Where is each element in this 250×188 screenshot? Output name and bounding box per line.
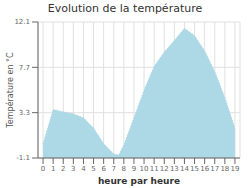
svg-text:2: 2 xyxy=(61,165,65,173)
svg-text:8: 8 xyxy=(122,165,126,173)
svg-text:14: 14 xyxy=(180,165,189,173)
svg-text:9: 9 xyxy=(132,165,136,173)
svg-text:Température en °C: Température en °C xyxy=(8,52,15,129)
svg-text:7.7: 7.7 xyxy=(19,64,30,72)
svg-text:10: 10 xyxy=(140,165,149,173)
svg-text:0: 0 xyxy=(41,165,45,173)
svg-text:13: 13 xyxy=(170,165,179,173)
svg-text:12: 12 xyxy=(160,165,169,173)
svg-text:16: 16 xyxy=(200,165,209,173)
svg-text:heure par heure: heure par heure xyxy=(98,176,180,186)
svg-text:-1.1: -1.1 xyxy=(16,154,30,162)
svg-text:17: 17 xyxy=(210,165,219,173)
svg-text:15: 15 xyxy=(190,165,199,173)
svg-text:18: 18 xyxy=(220,165,229,173)
svg-text:3: 3 xyxy=(71,165,75,173)
svg-text:1: 1 xyxy=(51,165,55,173)
svg-text:19: 19 xyxy=(230,165,239,173)
svg-text:4: 4 xyxy=(81,165,86,173)
svg-text:11: 11 xyxy=(150,165,159,173)
svg-text:6: 6 xyxy=(101,165,106,173)
svg-text:5: 5 xyxy=(91,165,95,173)
svg-text:3.3: 3.3 xyxy=(19,109,30,117)
svg-text:12.1: 12.1 xyxy=(14,18,30,26)
svg-text:7: 7 xyxy=(112,165,116,173)
html-text:Evolution de la température: Evolution de la température xyxy=(47,2,203,15)
